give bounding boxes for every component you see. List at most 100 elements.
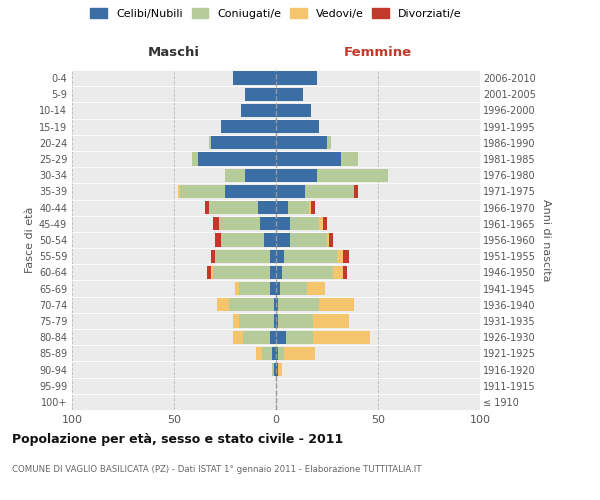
- Text: Maschi: Maschi: [148, 46, 200, 59]
- Bar: [276, 346, 278, 360]
- Bar: [241, 104, 276, 117]
- Bar: [199, 152, 276, 166]
- Bar: [262, 346, 272, 360]
- Bar: [233, 72, 276, 85]
- Bar: [290, 217, 319, 230]
- Bar: [274, 363, 276, 376]
- Bar: [278, 298, 319, 312]
- Bar: [215, 234, 221, 246]
- Bar: [276, 314, 278, 328]
- Bar: [274, 298, 276, 312]
- Bar: [307, 282, 325, 295]
- Bar: [209, 201, 257, 214]
- Bar: [221, 234, 264, 246]
- Bar: [270, 266, 276, 279]
- Bar: [209, 136, 211, 149]
- Bar: [276, 330, 286, 344]
- Bar: [239, 282, 270, 295]
- Bar: [211, 136, 276, 149]
- Bar: [276, 168, 317, 182]
- Bar: [235, 282, 239, 295]
- Bar: [211, 266, 213, 279]
- Bar: [264, 234, 276, 246]
- Bar: [239, 314, 274, 328]
- Bar: [319, 217, 323, 230]
- Bar: [276, 120, 319, 134]
- Bar: [276, 104, 311, 117]
- Bar: [221, 120, 276, 134]
- Bar: [225, 168, 245, 182]
- Bar: [288, 201, 308, 214]
- Bar: [276, 152, 341, 166]
- Bar: [276, 88, 302, 101]
- Bar: [225, 185, 276, 198]
- Bar: [278, 314, 313, 328]
- Bar: [343, 250, 349, 263]
- Bar: [341, 152, 358, 166]
- Y-axis label: Fasce di età: Fasce di età: [25, 207, 35, 273]
- Bar: [257, 201, 276, 214]
- Bar: [276, 185, 305, 198]
- Bar: [317, 168, 388, 182]
- Bar: [276, 234, 290, 246]
- Bar: [290, 234, 327, 246]
- Bar: [274, 314, 276, 328]
- Bar: [260, 217, 276, 230]
- Bar: [229, 298, 274, 312]
- Bar: [278, 363, 282, 376]
- Bar: [313, 330, 370, 344]
- Bar: [305, 185, 353, 198]
- Bar: [276, 363, 278, 376]
- Bar: [245, 88, 276, 101]
- Bar: [313, 314, 349, 328]
- Bar: [213, 217, 219, 230]
- Bar: [213, 266, 270, 279]
- Bar: [337, 250, 343, 263]
- Text: Popolazione per età, sesso e stato civile - 2011: Popolazione per età, sesso e stato civil…: [12, 432, 343, 446]
- Bar: [219, 217, 260, 230]
- Bar: [245, 168, 276, 182]
- Bar: [284, 250, 337, 263]
- Bar: [205, 201, 209, 214]
- Bar: [329, 234, 333, 246]
- Bar: [323, 217, 327, 230]
- Bar: [206, 266, 211, 279]
- Bar: [343, 266, 347, 279]
- Bar: [233, 314, 239, 328]
- Bar: [319, 298, 353, 312]
- Bar: [180, 185, 225, 198]
- Bar: [276, 266, 282, 279]
- Bar: [270, 250, 276, 263]
- Bar: [284, 346, 315, 360]
- Bar: [276, 282, 280, 295]
- Bar: [327, 136, 331, 149]
- Bar: [282, 266, 333, 279]
- Bar: [244, 330, 270, 344]
- Bar: [327, 234, 329, 246]
- Bar: [276, 217, 290, 230]
- Bar: [270, 330, 276, 344]
- Bar: [333, 266, 343, 279]
- Bar: [276, 250, 284, 263]
- Text: COMUNE DI VAGLIO BASILICATA (PZ) - Dati ISTAT 1° gennaio 2011 - Elaborazione TUT: COMUNE DI VAGLIO BASILICATA (PZ) - Dati …: [12, 466, 421, 474]
- Bar: [276, 72, 317, 85]
- Bar: [278, 346, 284, 360]
- Bar: [353, 185, 358, 198]
- Text: Femmine: Femmine: [344, 46, 412, 59]
- Bar: [178, 185, 180, 198]
- Bar: [276, 298, 278, 312]
- Bar: [272, 363, 274, 376]
- Bar: [215, 250, 270, 263]
- Bar: [233, 330, 244, 344]
- Bar: [256, 346, 262, 360]
- Bar: [270, 282, 276, 295]
- Bar: [286, 330, 313, 344]
- Legend: Celibi/Nubili, Coniugati/e, Vedovi/e, Divorziati/e: Celibi/Nubili, Coniugati/e, Vedovi/e, Di…: [91, 8, 461, 19]
- Bar: [272, 346, 276, 360]
- Bar: [217, 298, 229, 312]
- Bar: [311, 201, 315, 214]
- Y-axis label: Anni di nascita: Anni di nascita: [541, 198, 551, 281]
- Bar: [276, 201, 288, 214]
- Bar: [211, 250, 215, 263]
- Bar: [276, 136, 327, 149]
